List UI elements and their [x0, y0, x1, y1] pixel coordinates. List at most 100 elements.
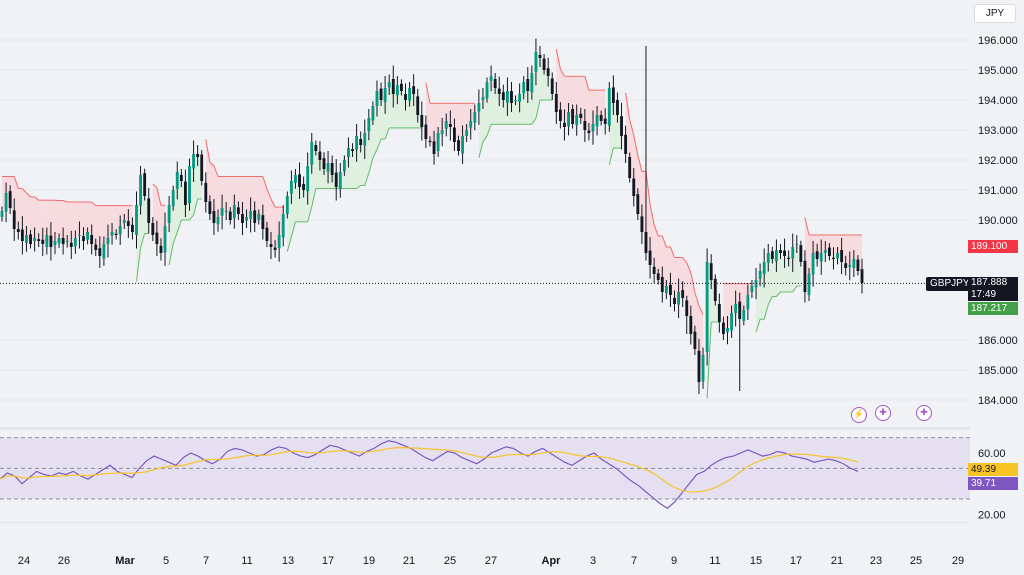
candle-body: [318, 152, 321, 160]
candle-body: [433, 141, 436, 154]
candle-body: [70, 243, 73, 247]
candle-body: [306, 166, 309, 191]
candle-body: [563, 123, 566, 127]
rsi-value: 39.71: [971, 478, 996, 489]
candle-body: [217, 217, 220, 224]
candle-body: [384, 88, 387, 102]
candle-body: [290, 181, 293, 194]
candle-body: [351, 149, 354, 151]
symbol-tag: GBPJPY: [926, 277, 973, 291]
candle-body: [245, 217, 248, 221]
candle-body: [196, 154, 199, 157]
uk-flag-icon[interactable]: ✚: [916, 405, 932, 421]
candle-body: [722, 323, 725, 334]
candle-body: [347, 148, 350, 157]
lightning-icon[interactable]: ⚡: [851, 407, 867, 423]
candle-body: [49, 236, 52, 247]
red-band-fill: [846, 235, 850, 266]
candle-body: [327, 163, 330, 171]
time-tick-label: Mar: [115, 555, 135, 567]
candle-body: [58, 238, 61, 243]
rsi-ma-value: 49.39: [971, 464, 996, 475]
red-band-fill: [108, 206, 112, 241]
price-tick-label: 194.000: [978, 95, 1018, 107]
candle-body: [278, 235, 281, 248]
candle-body: [45, 235, 48, 247]
candle-body: [730, 313, 733, 330]
candle-body: [812, 253, 815, 275]
price-tick-label: 196.000: [978, 35, 1018, 47]
candle-body: [653, 267, 656, 274]
candle-body: [820, 253, 823, 261]
candle-body: [799, 245, 802, 262]
candle-body: [388, 82, 391, 87]
time-tick-label: 27: [485, 555, 497, 567]
candle-body: [763, 262, 766, 274]
green-band-fill: [401, 87, 405, 128]
rsi-badge: 39.71: [968, 477, 1018, 490]
candle-body: [706, 262, 709, 352]
candle-body: [665, 286, 668, 293]
candle-body: [213, 211, 216, 223]
time-tick-label: 19: [363, 555, 375, 567]
red-band-fill: [581, 76, 585, 125]
price-chart[interactable]: ⚡ ✚ ✚ GBPJPY: [0, 0, 970, 427]
candle-body: [392, 79, 395, 94]
candle-body: [579, 114, 582, 118]
candle-body: [840, 250, 843, 262]
candle-body: [249, 211, 252, 219]
candle-body: [714, 279, 717, 301]
candle-body: [767, 253, 770, 263]
candle-body: [21, 230, 24, 241]
candle-body: [547, 68, 550, 76]
candle-body: [640, 216, 643, 232]
rsi-pane[interactable]: [0, 430, 970, 522]
green-band-fill: [516, 98, 520, 124]
candle-body: [804, 261, 807, 292]
candle-body: [74, 238, 77, 246]
candle-body: [685, 300, 688, 316]
candle-body: [253, 210, 256, 223]
price-tick-label: 195.000: [978, 65, 1018, 77]
price-chart-svg: [0, 0, 970, 427]
candle-body: [294, 175, 297, 183]
candle-body: [147, 198, 150, 223]
currency-label[interactable]: JPY: [974, 4, 1016, 23]
candle-body: [856, 260, 859, 271]
time-tick-label: 17: [322, 555, 334, 567]
rsi-tick-label: 20.00: [978, 509, 1006, 521]
candle-body: [164, 226, 167, 252]
candle-body: [596, 115, 599, 126]
red-band-fill: [222, 177, 226, 212]
candle-body: [453, 128, 456, 142]
candle-body: [376, 91, 379, 106]
candle-body: [522, 82, 525, 93]
red-band-fill: [67, 202, 71, 245]
candle-body: [526, 79, 529, 91]
candle-body: [371, 106, 374, 120]
candle-body: [510, 91, 513, 103]
candle-body: [677, 292, 680, 305]
price-tick-label: 192.000: [978, 155, 1018, 167]
price-tick-label: 184.000: [978, 395, 1018, 407]
candle-body: [844, 263, 847, 268]
candle-body: [155, 233, 158, 244]
candle-body: [751, 286, 754, 292]
time-tick-label: 21: [831, 555, 843, 567]
candle-body: [102, 244, 105, 258]
candle-body: [657, 273, 660, 280]
candle-body: [583, 121, 586, 130]
candle-body: [416, 96, 419, 115]
candle-body: [367, 118, 370, 131]
time-tick-label: 13: [282, 555, 294, 567]
candle-body: [143, 173, 146, 196]
green-band-fill: [785, 253, 789, 292]
candle-body: [286, 196, 289, 214]
uk-flag-icon[interactable]: ✚: [875, 405, 891, 421]
candle-body: [457, 140, 460, 151]
candle-body: [469, 121, 472, 128]
candle-body: [518, 94, 521, 102]
candle-body: [123, 220, 126, 223]
price-tick-label: 185.000: [978, 365, 1018, 377]
